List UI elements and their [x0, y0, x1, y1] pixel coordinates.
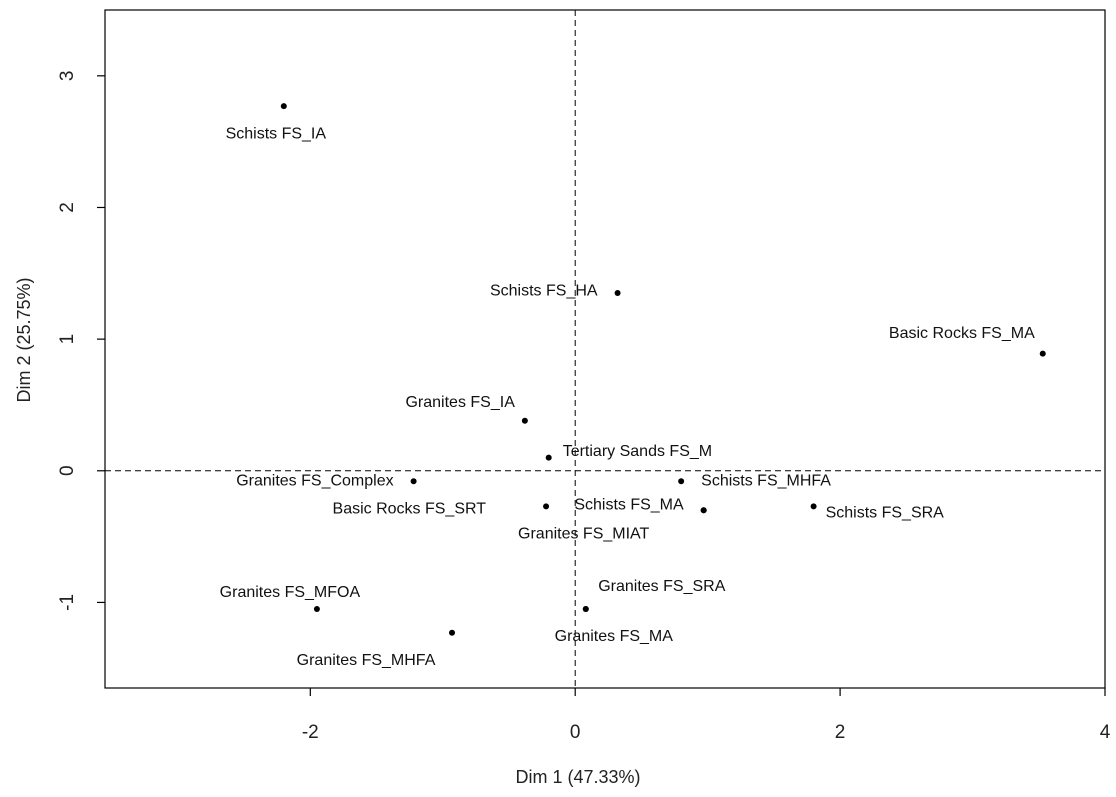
- data-point: [521, 417, 528, 424]
- point-label: Granites FS_MIAT: [518, 525, 650, 542]
- point-label: Granites FS_MHFA: [297, 652, 436, 669]
- x-tick-label: 2: [835, 722, 846, 743]
- plot-frame: [104, 9, 1106, 689]
- y-axis: -1 0 1 2 3: [57, 71, 105, 611]
- data-point: [614, 290, 621, 297]
- y-tick-label: 0: [57, 465, 78, 476]
- x-axis-title: Dim 1 (47.33%): [515, 767, 640, 787]
- point-labels: Schists FS_IA Schists FS_HA Basic Rocks FS…: [220, 125, 1035, 669]
- x-axis: -2 0 2 4: [302, 688, 1111, 743]
- y-tick-label: 2: [57, 202, 78, 213]
- data-point: [280, 103, 287, 110]
- y-tick-label: -1: [57, 594, 78, 611]
- y-axis-title: Dim 2 (25.75%): [14, 277, 34, 402]
- reference-lines: [105, 10, 1105, 688]
- data-point: [582, 606, 589, 613]
- data-point: [810, 503, 817, 510]
- y-tick-label: 1: [57, 334, 78, 345]
- point-label: Schists FS_MHFA: [701, 473, 831, 490]
- point-label: Granites FS_MFOA: [220, 584, 361, 601]
- data-point: [678, 478, 685, 485]
- point-label: Granites FS_IA: [405, 394, 515, 411]
- point-label: Granites FS_SRA: [598, 578, 725, 595]
- point-label: Schists FS_MA: [574, 496, 684, 513]
- data-point: [543, 503, 550, 510]
- point-label: Schists FS_SRA: [826, 505, 945, 522]
- x-tick-label: -2: [302, 722, 319, 743]
- point-label: Schists FS_IA: [226, 125, 327, 142]
- point-label: Granites FS_MA: [555, 628, 674, 645]
- point-label: Schists FS_HA: [490, 282, 598, 299]
- data-points: [280, 103, 1046, 636]
- x-tick-label: 0: [570, 722, 581, 743]
- point-label: Basic Rocks FS_MA: [889, 325, 1035, 342]
- data-point: [1039, 350, 1046, 357]
- data-point: [313, 606, 320, 613]
- data-point: [545, 454, 552, 461]
- data-point: [410, 478, 417, 485]
- data-point: [700, 507, 707, 514]
- point-label: Tertiary Sands FS_M: [563, 443, 712, 460]
- point-label: Granites FS_Complex: [236, 473, 393, 490]
- y-tick-label: 3: [57, 71, 78, 82]
- data-point: [449, 629, 456, 636]
- point-label: Basic Rocks FS_SRT: [333, 501, 487, 518]
- x-tick-label: 4: [1100, 722, 1111, 743]
